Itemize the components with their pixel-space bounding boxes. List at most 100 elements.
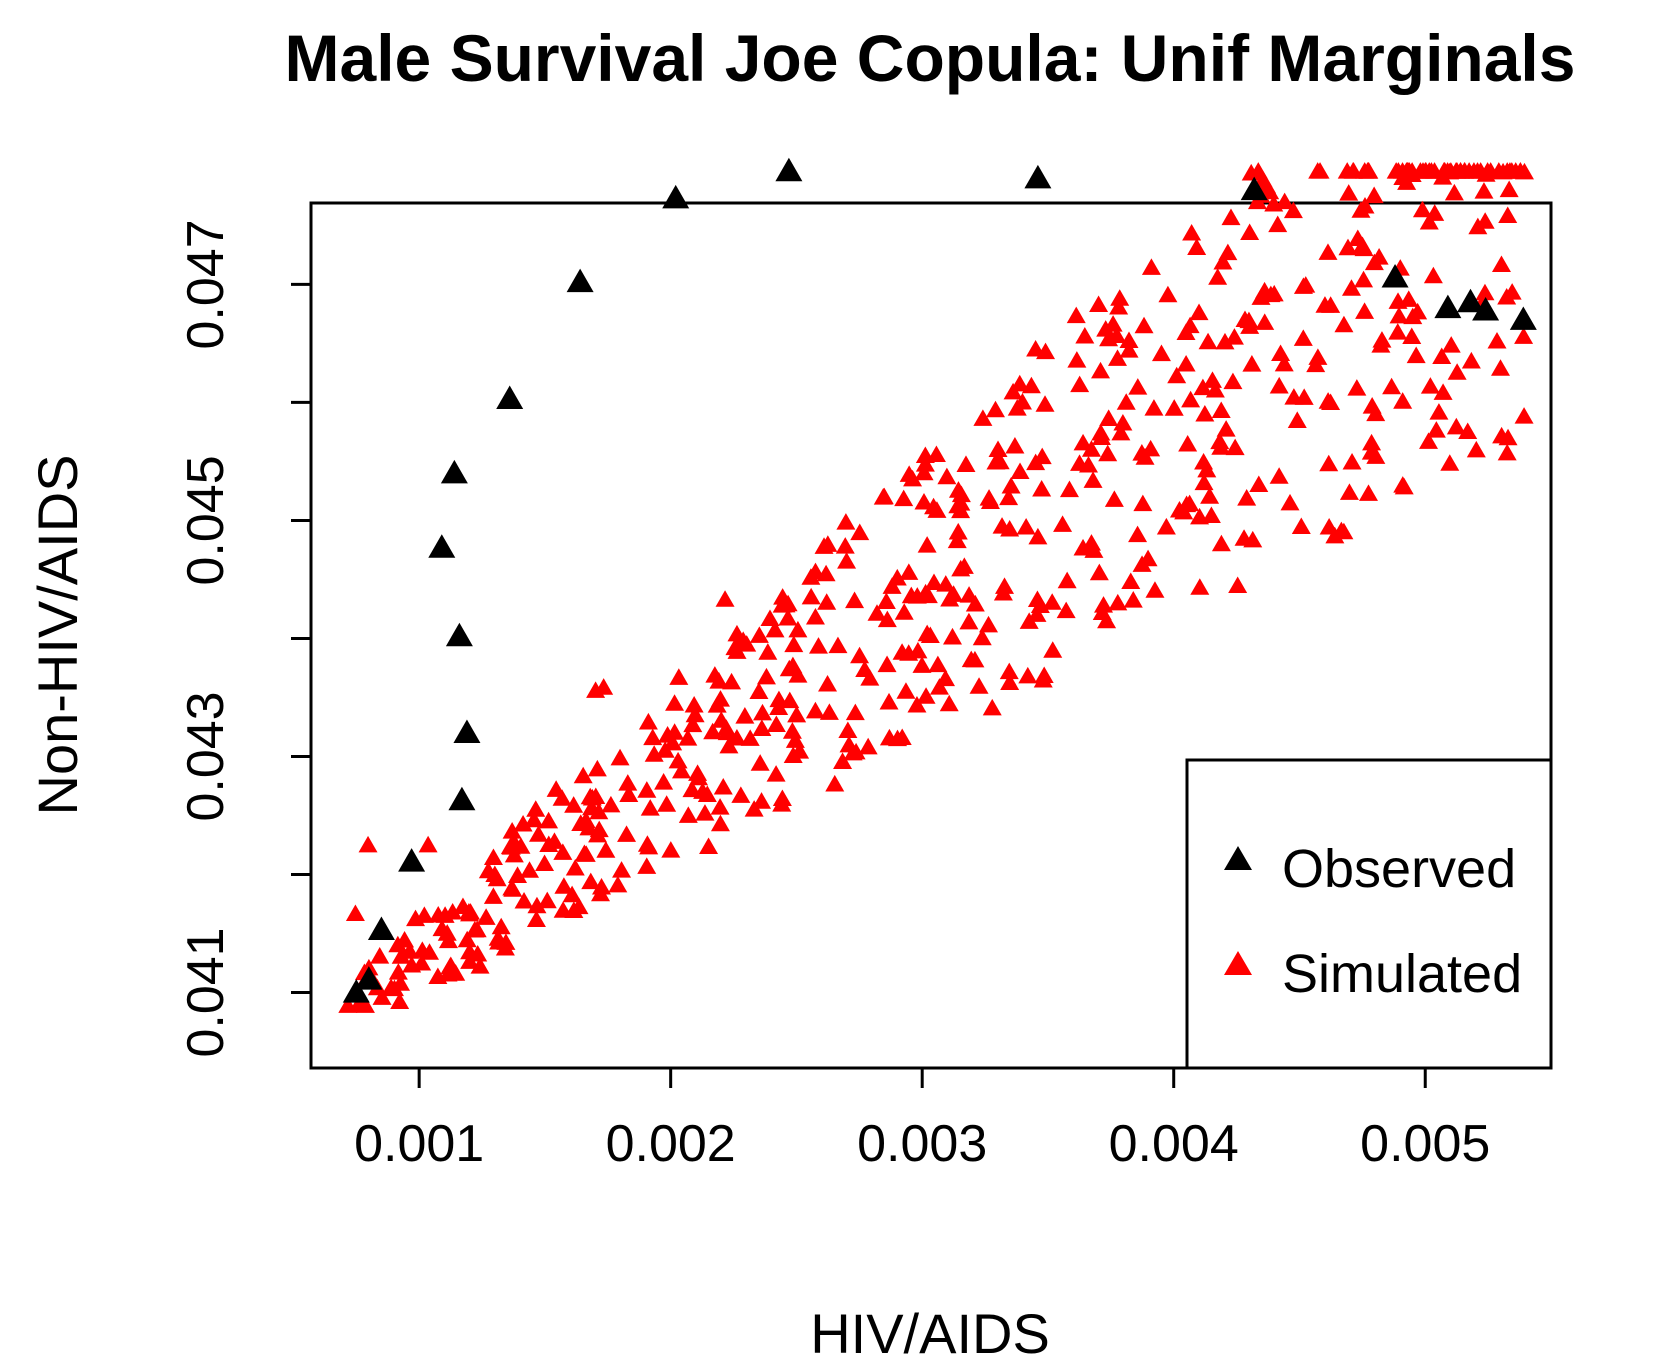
simulated-point	[1145, 581, 1165, 598]
simulated-point	[460, 904, 480, 922]
simulated-point	[1190, 507, 1210, 525]
simulated-point	[1116, 393, 1136, 410]
observed-point	[448, 786, 476, 811]
simulated-point	[640, 799, 660, 816]
simulated-point	[617, 825, 637, 842]
simulated-point	[988, 440, 1008, 458]
simulated-point	[917, 536, 937, 553]
simulated-point	[406, 909, 426, 927]
simulated-point	[1359, 484, 1379, 501]
simulated-point	[805, 701, 825, 719]
simulated-point	[1362, 397, 1382, 414]
simulated-point	[582, 798, 602, 816]
simulated-point	[524, 810, 544, 828]
simulated-point	[1474, 182, 1494, 199]
simulated-point	[805, 608, 825, 625]
simulated-point	[594, 678, 614, 695]
simulated-point	[1026, 453, 1046, 471]
simulated-point	[1084, 541, 1104, 558]
simulated-point	[1425, 162, 1445, 179]
simulated-point	[644, 745, 664, 762]
simulated-point	[579, 818, 599, 836]
simulated-point	[643, 728, 663, 746]
simulated-point	[887, 568, 907, 586]
simulated-point	[969, 677, 989, 694]
simulated-point	[1210, 432, 1230, 450]
simulated-point	[637, 857, 657, 874]
x-tick-label: 0.001	[354, 1115, 484, 1173]
simulated-point	[1347, 379, 1367, 396]
simulated-point	[1200, 487, 1220, 504]
simulated-point	[573, 766, 593, 784]
simulated-point	[1128, 525, 1148, 543]
simulated-point	[1423, 266, 1443, 284]
simulated-point	[979, 489, 999, 506]
simulated-point	[564, 796, 584, 813]
simulated-point	[855, 660, 875, 677]
simulated-point	[758, 643, 778, 660]
observed-point	[566, 268, 594, 293]
simulated-point	[1099, 409, 1119, 426]
simulated-point	[1308, 348, 1328, 365]
simulated-point	[1028, 527, 1048, 545]
simulated-point	[1089, 563, 1109, 581]
simulated-point	[936, 669, 956, 687]
simulated-point	[1371, 336, 1391, 353]
simulated-point	[982, 698, 1002, 716]
simulated-point	[833, 752, 853, 769]
simulated-point	[564, 901, 584, 918]
simulated-point	[432, 919, 452, 937]
simulated-point	[391, 947, 411, 964]
simulated-point	[1110, 289, 1130, 306]
simulated-point	[879, 692, 899, 710]
simulated-point	[816, 564, 836, 582]
simulated-point	[1253, 170, 1273, 188]
simulated-point	[760, 609, 780, 627]
legend-marker-simulated	[1224, 951, 1252, 975]
simulated-point	[496, 933, 516, 950]
simulated-point	[529, 825, 549, 842]
simulated-point	[766, 715, 786, 733]
simulated-point	[858, 737, 878, 755]
simulated-point	[554, 877, 574, 894]
simulated-point	[384, 979, 404, 997]
simulated-point	[1444, 183, 1464, 201]
x-axis-label: HIV/AIDS	[810, 1302, 1050, 1363]
simulated-point	[1440, 454, 1460, 471]
simulated-point	[526, 910, 546, 928]
observed-point	[1434, 294, 1462, 319]
simulated-point	[1053, 515, 1073, 532]
simulated-point	[1274, 354, 1294, 372]
simulated-point	[1225, 438, 1245, 456]
observed-point	[440, 459, 468, 484]
simulated-point	[1123, 591, 1143, 608]
simulated-point	[1293, 329, 1313, 346]
simulated-point	[710, 798, 730, 815]
simulated-point	[1429, 403, 1449, 420]
simulated-point	[1382, 377, 1402, 395]
simulated-point	[756, 667, 776, 685]
simulated-point	[1339, 483, 1359, 500]
simulated-point	[1514, 327, 1534, 344]
simulated-point	[1042, 593, 1062, 610]
simulated-point	[867, 604, 887, 621]
simulated-point	[562, 885, 582, 903]
simulated-point	[476, 908, 496, 925]
simulated-point	[882, 577, 902, 594]
observed-point	[1024, 164, 1052, 189]
simulated-point	[1403, 307, 1423, 325]
simulated-point	[1248, 162, 1268, 179]
simulated-point	[1502, 283, 1522, 300]
simulated-point	[1121, 572, 1141, 590]
simulated-point	[1388, 323, 1408, 340]
simulated-point	[1132, 555, 1152, 572]
simulated-point	[1211, 401, 1231, 419]
simulated-point	[1113, 413, 1133, 431]
simulated-point	[1420, 377, 1440, 394]
simulated-point	[1338, 238, 1358, 256]
simulated-point	[992, 517, 1012, 534]
simulated-point	[703, 722, 723, 740]
y-tick-label: 0.047	[177, 219, 235, 349]
simulated-point	[1089, 295, 1109, 313]
simulated-point	[1174, 502, 1194, 520]
